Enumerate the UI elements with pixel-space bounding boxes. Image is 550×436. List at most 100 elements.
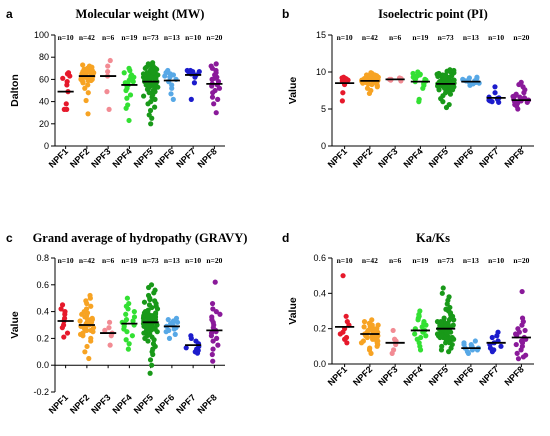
x-tick-label: NPF7 <box>477 364 500 387</box>
data-point <box>127 92 134 98</box>
data-point <box>340 90 346 96</box>
data-point <box>339 98 345 104</box>
y-tick-label: 100 <box>34 30 49 40</box>
n-label: n=42 <box>79 256 95 265</box>
data-point <box>61 334 67 340</box>
y-tick-label: 5 <box>321 104 326 114</box>
data-point <box>121 70 127 76</box>
data-point <box>443 336 449 342</box>
x-tick-label: NPF1 <box>47 146 70 169</box>
data-point <box>86 63 93 69</box>
data-point <box>188 96 194 102</box>
data-point <box>107 57 113 64</box>
n-label: n=20 <box>206 33 222 42</box>
data-point <box>87 292 93 299</box>
x-tick-label: NPF7 <box>477 146 500 169</box>
data-point <box>340 273 346 279</box>
data-point <box>126 341 132 347</box>
data-point <box>211 101 217 107</box>
data-point <box>173 315 180 321</box>
data-point <box>65 70 72 76</box>
data-point <box>172 331 178 337</box>
x-tick-label: NPF1 <box>326 146 349 169</box>
data-point <box>523 352 529 358</box>
y-tick-label: 0.6 <box>36 280 49 290</box>
y-axis-label: Value <box>9 311 21 339</box>
data-point <box>369 317 375 323</box>
x-tick-label: NPF8 <box>502 364 525 387</box>
x-tick-label: NPF1 <box>47 392 70 415</box>
data-point <box>152 287 158 293</box>
data-point <box>360 338 367 344</box>
data-point <box>124 295 130 301</box>
chart-title: Isoelectric point (PI) <box>378 7 488 21</box>
data-point <box>361 324 367 330</box>
data-point <box>147 331 153 337</box>
x-tick-label: NPF2 <box>68 392 91 415</box>
data-point <box>85 317 91 323</box>
y-tick-label: 0.0 <box>36 360 49 370</box>
data-point <box>367 345 373 351</box>
data-point <box>209 351 215 358</box>
data-point <box>210 346 216 352</box>
data-point <box>440 285 446 291</box>
y-tick-label: 0.0 <box>313 359 326 369</box>
data-point <box>210 338 216 344</box>
data-point <box>446 294 452 300</box>
data-point <box>130 318 136 324</box>
data-point <box>361 319 368 325</box>
data-point <box>148 121 154 127</box>
n-label: n=73 <box>143 33 159 42</box>
data-point <box>442 74 448 80</box>
data-point <box>125 102 131 108</box>
data-point <box>515 356 522 362</box>
data-point <box>90 325 97 331</box>
data-point <box>143 325 149 331</box>
data-point <box>217 311 223 317</box>
data-point <box>519 315 526 321</box>
x-tick-label: NPF4 <box>401 364 424 387</box>
data-point <box>215 96 221 102</box>
x-tick-label: NPF3 <box>89 146 112 169</box>
data-point <box>83 298 89 304</box>
n-label: n=42 <box>362 256 378 265</box>
data-point <box>147 357 154 363</box>
n-label: n=13 <box>164 256 180 265</box>
n-label: n=19 <box>121 256 137 265</box>
data-point <box>193 338 199 344</box>
x-tick-label: NPF3 <box>376 364 399 387</box>
n-label: n=10 <box>488 33 504 42</box>
data-point <box>174 319 181 325</box>
n-label: n=10 <box>488 256 504 265</box>
data-point <box>519 288 525 295</box>
data-point <box>213 110 219 116</box>
data-point <box>82 85 88 91</box>
x-tick-label: NPF4 <box>110 392 133 415</box>
data-point <box>150 341 157 347</box>
n-label: n=42 <box>79 33 95 42</box>
x-tick-label: NPF6 <box>452 364 475 387</box>
data-point <box>87 75 93 81</box>
n-label: n=73 <box>143 256 159 265</box>
data-point <box>123 317 130 323</box>
n-label: n=42 <box>362 33 378 42</box>
data-point <box>60 322 67 328</box>
data-point <box>107 342 113 348</box>
data-point <box>422 76 428 82</box>
data-point <box>59 302 66 308</box>
x-tick-label: NPF8 <box>195 146 218 169</box>
data-point <box>85 111 91 117</box>
data-point <box>78 76 84 82</box>
panel-letter: d <box>282 231 289 245</box>
data-point <box>209 94 216 100</box>
n-label: n=10 <box>58 256 74 265</box>
y-tick-label: 10 <box>316 67 326 77</box>
y-tick-label: 15 <box>316 30 326 40</box>
x-tick-label: NPF6 <box>452 146 475 169</box>
data-point <box>131 314 138 320</box>
n-label: n=6 <box>389 256 401 265</box>
data-point <box>364 85 371 91</box>
data-point <box>474 74 480 80</box>
data-point <box>423 333 429 339</box>
